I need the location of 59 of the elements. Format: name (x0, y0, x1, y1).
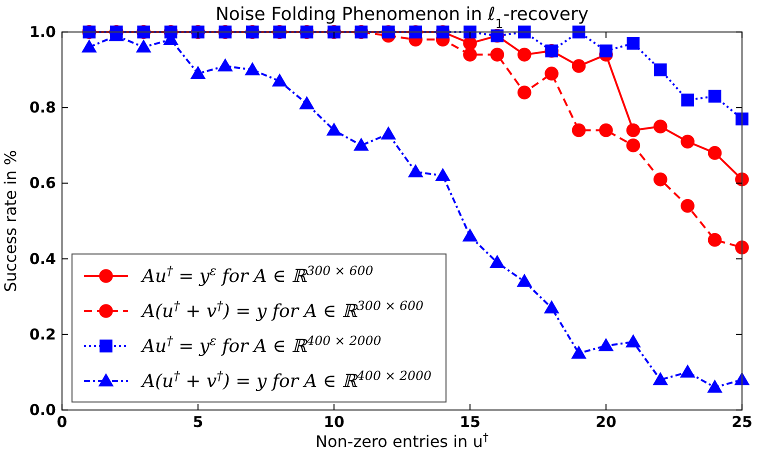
point (136, 40, 151, 53)
point (572, 59, 586, 73)
point (245, 62, 260, 76)
point (571, 346, 586, 359)
point (299, 96, 314, 110)
x-tick-label: 25 (732, 413, 752, 431)
point (599, 123, 613, 138)
point (381, 126, 396, 140)
y-tick-label: 0.6 (29, 174, 56, 192)
point (735, 240, 749, 254)
point (490, 255, 505, 268)
point (544, 300, 559, 314)
y-tick-label: 0.8 (29, 98, 56, 117)
point (654, 172, 668, 186)
legend-label: Au$^{†}$ = y$^{ε}$ for A ∈ ℝ$^{300 × 600}$ (140, 262, 374, 287)
point (654, 120, 668, 134)
point (354, 138, 369, 151)
point (190, 66, 206, 79)
point (572, 123, 586, 138)
legend-label: A(u$^{†}$ + v$^{†}$) = y for A ∈ ℝ$^{300 × 600}$ (140, 298, 424, 322)
chart-title: Noise Folding Phenomenon in ℓ$_{1}$-recovery (215, 4, 589, 30)
point (626, 334, 641, 348)
point (680, 364, 695, 378)
point (680, 134, 694, 149)
point (272, 74, 287, 87)
point (463, 48, 477, 62)
point (598, 338, 614, 352)
point (680, 198, 694, 213)
point (326, 122, 342, 136)
x-tick-label: 20 (596, 413, 616, 431)
point (517, 274, 532, 287)
x-tick-label: 15 (460, 413, 480, 431)
y-tick-label: 0.0 (29, 401, 56, 419)
point (462, 228, 478, 242)
point (707, 380, 722, 393)
point (653, 372, 668, 386)
x-tick-label: 10 (324, 413, 344, 431)
legend-label: Au$^{†}$ = y$^{ε}$ for A ∈ ℝ$^{400 × 2000}$ (140, 332, 382, 357)
point (490, 48, 504, 62)
y-tick-label: 1.0 (29, 23, 56, 41)
point (626, 123, 640, 138)
point (408, 164, 423, 178)
point (518, 86, 532, 100)
point (435, 168, 450, 182)
point (626, 138, 640, 152)
legend-label: A(u$^{†}$ + v$^{†}$) = y for A ∈ ℝ$^{400 × 2000}$ (140, 368, 432, 392)
y-tick-label: 0.2 (29, 325, 56, 344)
x-tick-label: 0 (56, 413, 68, 431)
x-tick-label: 5 (192, 413, 204, 431)
point (518, 48, 532, 62)
x-axis-title: Non-zero entries in u$^{†}$ (316, 430, 489, 451)
point (708, 233, 722, 247)
point (735, 172, 749, 186)
point (82, 40, 97, 53)
y-tick-label: 0.4 (29, 250, 56, 268)
point (708, 146, 722, 160)
y-axis-title: Success rate in % (1, 150, 20, 292)
point (544, 66, 558, 80)
point (218, 58, 233, 72)
